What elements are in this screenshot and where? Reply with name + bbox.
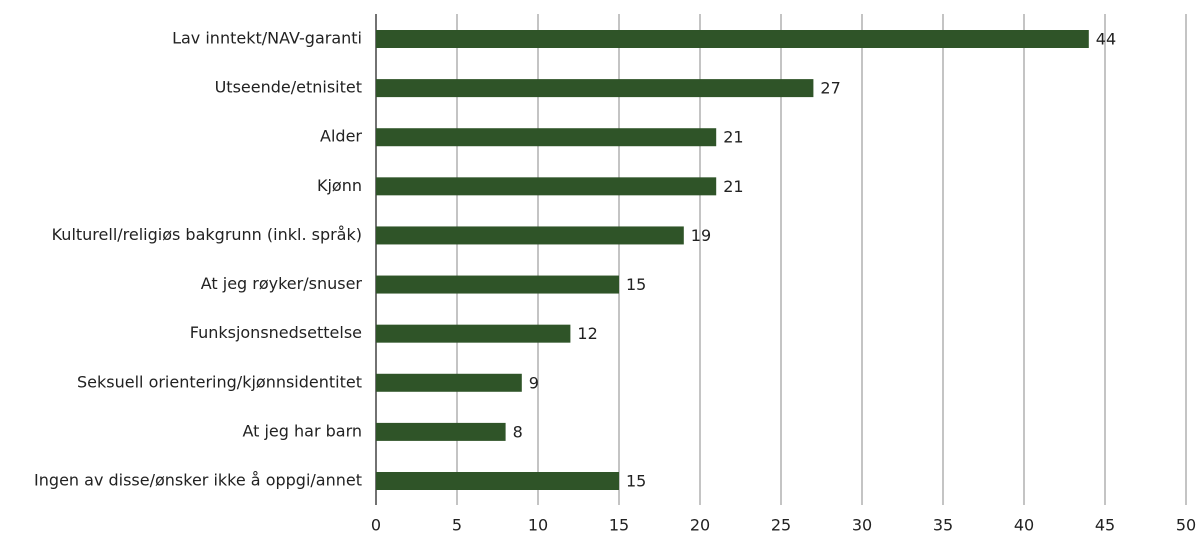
y-tick-label: Lav inntekt/NAV-garanti xyxy=(172,29,362,48)
x-tick-label: 35 xyxy=(933,516,953,535)
y-tick-label: Alder xyxy=(320,127,362,146)
x-tick-label: 40 xyxy=(1014,516,1034,535)
x-tick-label: 0 xyxy=(371,516,381,535)
data-label: 9 xyxy=(529,373,539,392)
x-tick-label: 30 xyxy=(852,516,872,535)
y-tick-label: At jeg røyker/snuser xyxy=(201,274,363,293)
bar xyxy=(376,177,717,196)
x-tick-label: 50 xyxy=(1176,516,1196,535)
data-label: 12 xyxy=(577,324,597,343)
bar xyxy=(376,128,717,147)
bar xyxy=(376,373,522,392)
bar xyxy=(376,324,571,343)
data-label: 21 xyxy=(723,177,743,196)
bar xyxy=(376,226,684,245)
y-tick-label: Seksuell orientering/kjønnsidentitet xyxy=(77,372,362,391)
data-label: 27 xyxy=(820,79,840,98)
data-label: 15 xyxy=(626,472,646,491)
y-tick-label: Kjønn xyxy=(317,176,362,195)
y-tick-label: Utseende/etnisitet xyxy=(215,78,362,97)
bar xyxy=(376,79,814,98)
bar xyxy=(376,275,619,294)
bar xyxy=(376,30,1089,48)
y-tick-label: At jeg har barn xyxy=(242,421,362,440)
data-label: 44 xyxy=(1096,30,1116,49)
x-tick-label: 15 xyxy=(609,516,629,535)
y-tick-label: Kulturell/religiøs bakgrunn (inkl. språk… xyxy=(52,225,362,244)
x-tick-label: 10 xyxy=(528,516,548,535)
bar xyxy=(376,472,619,490)
y-tick-label: Ingen av disse/ønsker ikke å oppgi/annet xyxy=(34,471,362,490)
bar xyxy=(376,422,506,441)
data-label: 19 xyxy=(691,226,711,245)
x-tick-label: 5 xyxy=(452,516,462,535)
y-tick-label: Funksjonsnedsettelse xyxy=(190,323,362,342)
x-tick-label: 20 xyxy=(690,516,710,535)
x-tick-label: 45 xyxy=(1095,516,1115,535)
data-label: 21 xyxy=(723,128,743,147)
x-tick-label: 25 xyxy=(771,516,791,535)
data-label: 8 xyxy=(513,422,523,441)
data-label: 15 xyxy=(626,275,646,294)
